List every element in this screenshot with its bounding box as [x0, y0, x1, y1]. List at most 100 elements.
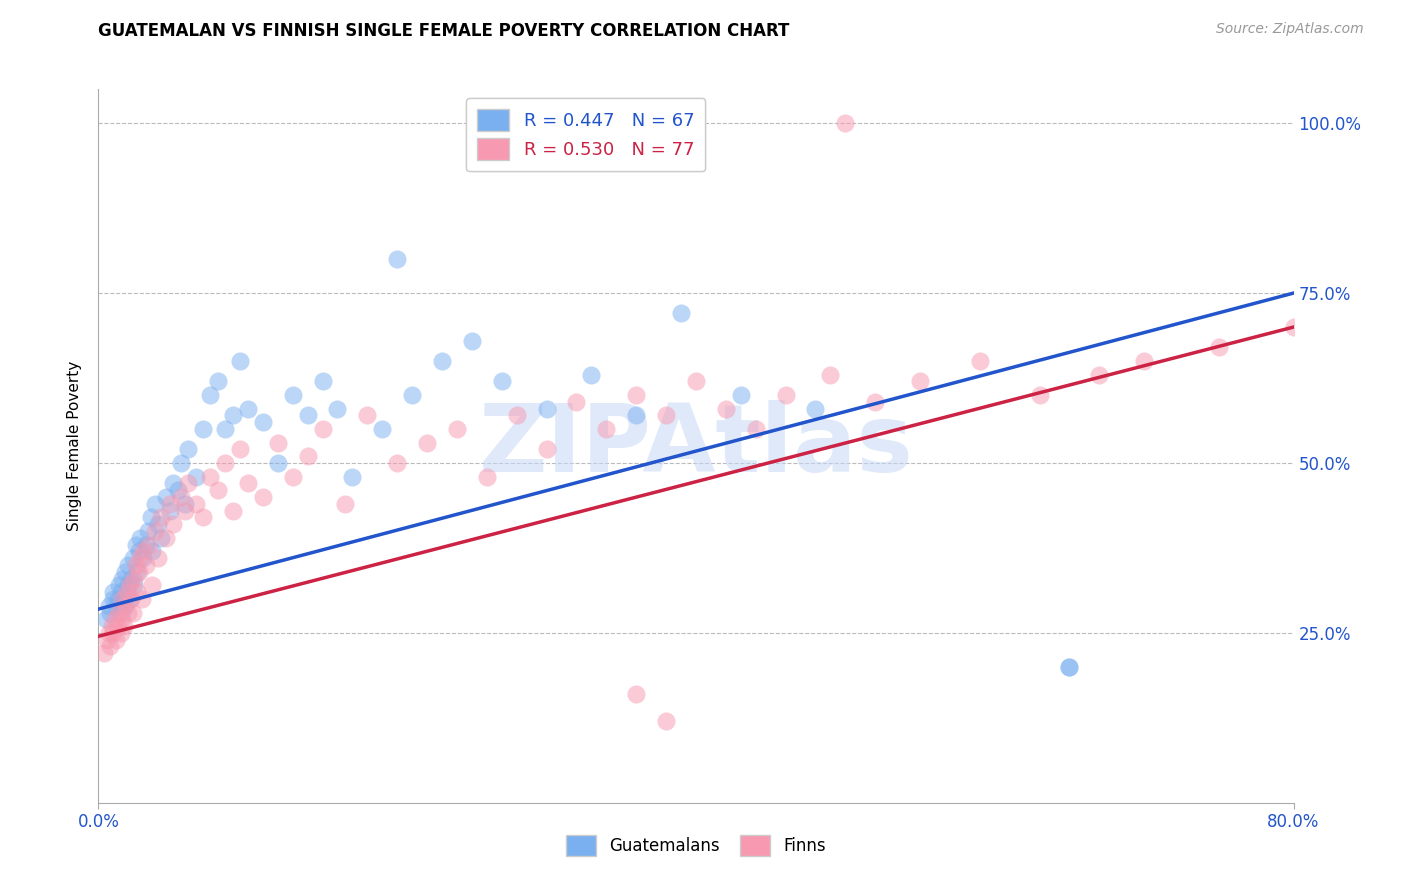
Point: [138, 537, 160, 551]
Point: [267, 435, 290, 450]
Point: [108, 606, 131, 620]
Point: [581, 368, 603, 382]
Point: [115, 585, 138, 599]
Point: [626, 687, 648, 701]
Point: [461, 334, 484, 348]
Point: [129, 551, 152, 566]
Point: [117, 578, 139, 592]
Point: [148, 551, 170, 566]
Point: [714, 401, 737, 416]
Point: [118, 578, 141, 592]
Point: [536, 401, 558, 416]
Text: ZIPAtlas: ZIPAtlas: [478, 400, 914, 492]
Point: [236, 476, 259, 491]
Point: [342, 469, 364, 483]
Point: [143, 524, 166, 538]
Point: [135, 537, 157, 551]
Point: [1088, 368, 1111, 382]
Point: [162, 476, 184, 491]
Point: [333, 497, 356, 511]
Point: [655, 714, 678, 729]
Text: Source: ZipAtlas.com: Source: ZipAtlas.com: [1216, 22, 1364, 37]
Point: [491, 375, 513, 389]
Point: [93, 646, 115, 660]
Point: [120, 572, 142, 586]
Point: [155, 531, 177, 545]
Point: [97, 599, 120, 613]
Point: [1028, 388, 1050, 402]
Point: [908, 375, 931, 389]
Legend: Guatemalans, Finns: Guatemalans, Finns: [560, 829, 832, 863]
Point: [401, 388, 423, 402]
Point: [155, 490, 177, 504]
Point: [222, 409, 245, 423]
Point: [101, 619, 124, 633]
Point: [356, 409, 378, 423]
Point: [385, 456, 409, 470]
Point: [229, 442, 252, 457]
Point: [626, 409, 648, 423]
Point: [107, 591, 129, 606]
Point: [745, 422, 768, 436]
Point: [94, 612, 117, 626]
Point: [1208, 341, 1230, 355]
Point: [110, 626, 132, 640]
Point: [127, 565, 149, 579]
Point: [120, 591, 142, 606]
Point: [103, 626, 125, 640]
Point: [416, 435, 439, 450]
Point: [207, 483, 229, 498]
Point: [110, 606, 132, 620]
Point: [184, 469, 207, 483]
Point: [191, 510, 214, 524]
Point: [162, 517, 184, 532]
Point: [297, 409, 319, 423]
Point: [159, 503, 181, 517]
Point: [124, 572, 146, 586]
Point: [252, 490, 274, 504]
Point: [775, 388, 797, 402]
Point: [730, 388, 752, 402]
Point: [100, 606, 122, 620]
Point: [177, 476, 200, 491]
Point: [536, 442, 558, 457]
Point: [191, 422, 214, 436]
Point: [207, 375, 229, 389]
Point: [105, 599, 128, 613]
Point: [114, 599, 136, 613]
Point: [169, 456, 191, 470]
Point: [103, 591, 125, 606]
Point: [446, 422, 468, 436]
Point: [141, 578, 163, 592]
Point: [969, 354, 991, 368]
Point: [385, 252, 409, 266]
Point: [166, 483, 188, 498]
Point: [169, 490, 191, 504]
Point: [200, 469, 222, 483]
Point: [311, 422, 333, 436]
Point: [136, 524, 159, 538]
Point: [132, 544, 155, 558]
Point: [121, 606, 143, 620]
Point: [111, 572, 134, 586]
Point: [107, 619, 129, 633]
Point: [100, 640, 122, 654]
Point: [326, 401, 349, 416]
Point: [132, 551, 155, 566]
Point: [105, 632, 128, 647]
Point: [1282, 320, 1305, 334]
Text: GUATEMALAN VS FINNISH SINGLE FEMALE POVERTY CORRELATION CHART: GUATEMALAN VS FINNISH SINGLE FEMALE POVE…: [98, 22, 790, 40]
Point: [108, 578, 131, 592]
Point: [595, 422, 617, 436]
Point: [112, 619, 135, 633]
Point: [236, 401, 259, 416]
Point: [311, 375, 333, 389]
Point: [267, 456, 290, 470]
Point: [103, 585, 125, 599]
Point: [804, 401, 827, 416]
Point: [117, 558, 139, 572]
Point: [131, 591, 153, 606]
Point: [626, 388, 648, 402]
Point: [125, 537, 148, 551]
Point: [297, 449, 319, 463]
